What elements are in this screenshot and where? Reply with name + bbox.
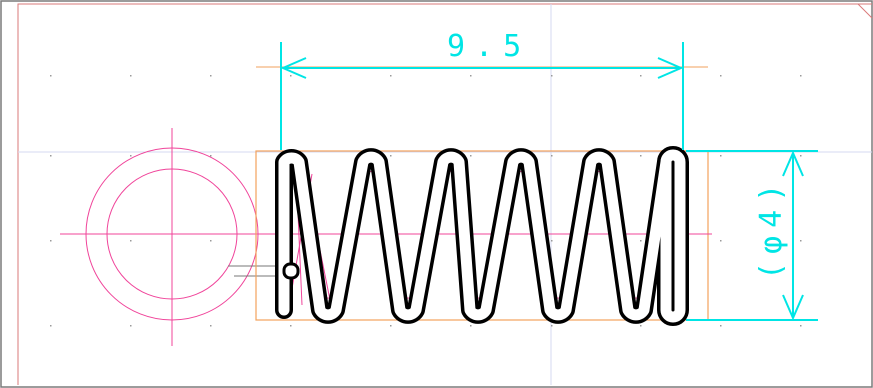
grid-dot (800, 325, 802, 327)
grid-dot (50, 325, 52, 327)
length-dimension-label: 9.5 (447, 29, 531, 64)
coil-wire-fill (278, 149, 686, 323)
sheet-frame-corner (857, 3, 873, 19)
grid-dot (551, 240, 553, 242)
end-view (60, 128, 262, 346)
grid-dot (130, 155, 132, 157)
grid-dot (210, 155, 212, 157)
grid-dot (130, 325, 132, 327)
diameter-arrow-top (782, 150, 804, 177)
length-arrow-left (280, 57, 307, 79)
length-arrow-right (657, 57, 684, 79)
grid-dot (130, 75, 132, 77)
grid-dot (470, 75, 472, 77)
grid-dot (720, 155, 722, 157)
grid-dot (130, 240, 132, 242)
grid-dot (551, 155, 553, 157)
grid-dot (390, 75, 392, 77)
grid-dot (720, 240, 722, 242)
grid-dot (210, 325, 212, 327)
grid-dot (210, 240, 212, 242)
sheet-frame (17, 3, 872, 385)
grid-dot (290, 75, 292, 77)
grid-dot (551, 325, 553, 327)
grid-dot (290, 325, 292, 327)
grid-dot (551, 75, 553, 77)
length-dimension (280, 42, 684, 150)
grid-dot (640, 155, 642, 157)
grid-dot (470, 155, 472, 157)
spring-coil (275, 146, 689, 326)
grid-dot (720, 325, 722, 327)
grid-dot (390, 155, 392, 157)
grid-dot (50, 155, 52, 157)
grid-dot (50, 240, 52, 242)
grid-dot (50, 75, 52, 77)
diameter-arrow-bottom (782, 294, 804, 321)
grid-dot (800, 155, 802, 157)
grid-dot (640, 75, 642, 77)
grid-dot (640, 240, 642, 242)
hook-end (282, 262, 300, 280)
diameter-dimension (686, 150, 818, 321)
grid-dot (470, 325, 472, 327)
diameter-dimension-label: (φ4) (754, 176, 789, 280)
grid-dot (800, 240, 802, 242)
grid-dot (210, 75, 212, 77)
grid-dot (800, 75, 802, 77)
grid-dot (640, 325, 642, 327)
grid-dot (390, 325, 392, 327)
grid-dot (720, 75, 722, 77)
